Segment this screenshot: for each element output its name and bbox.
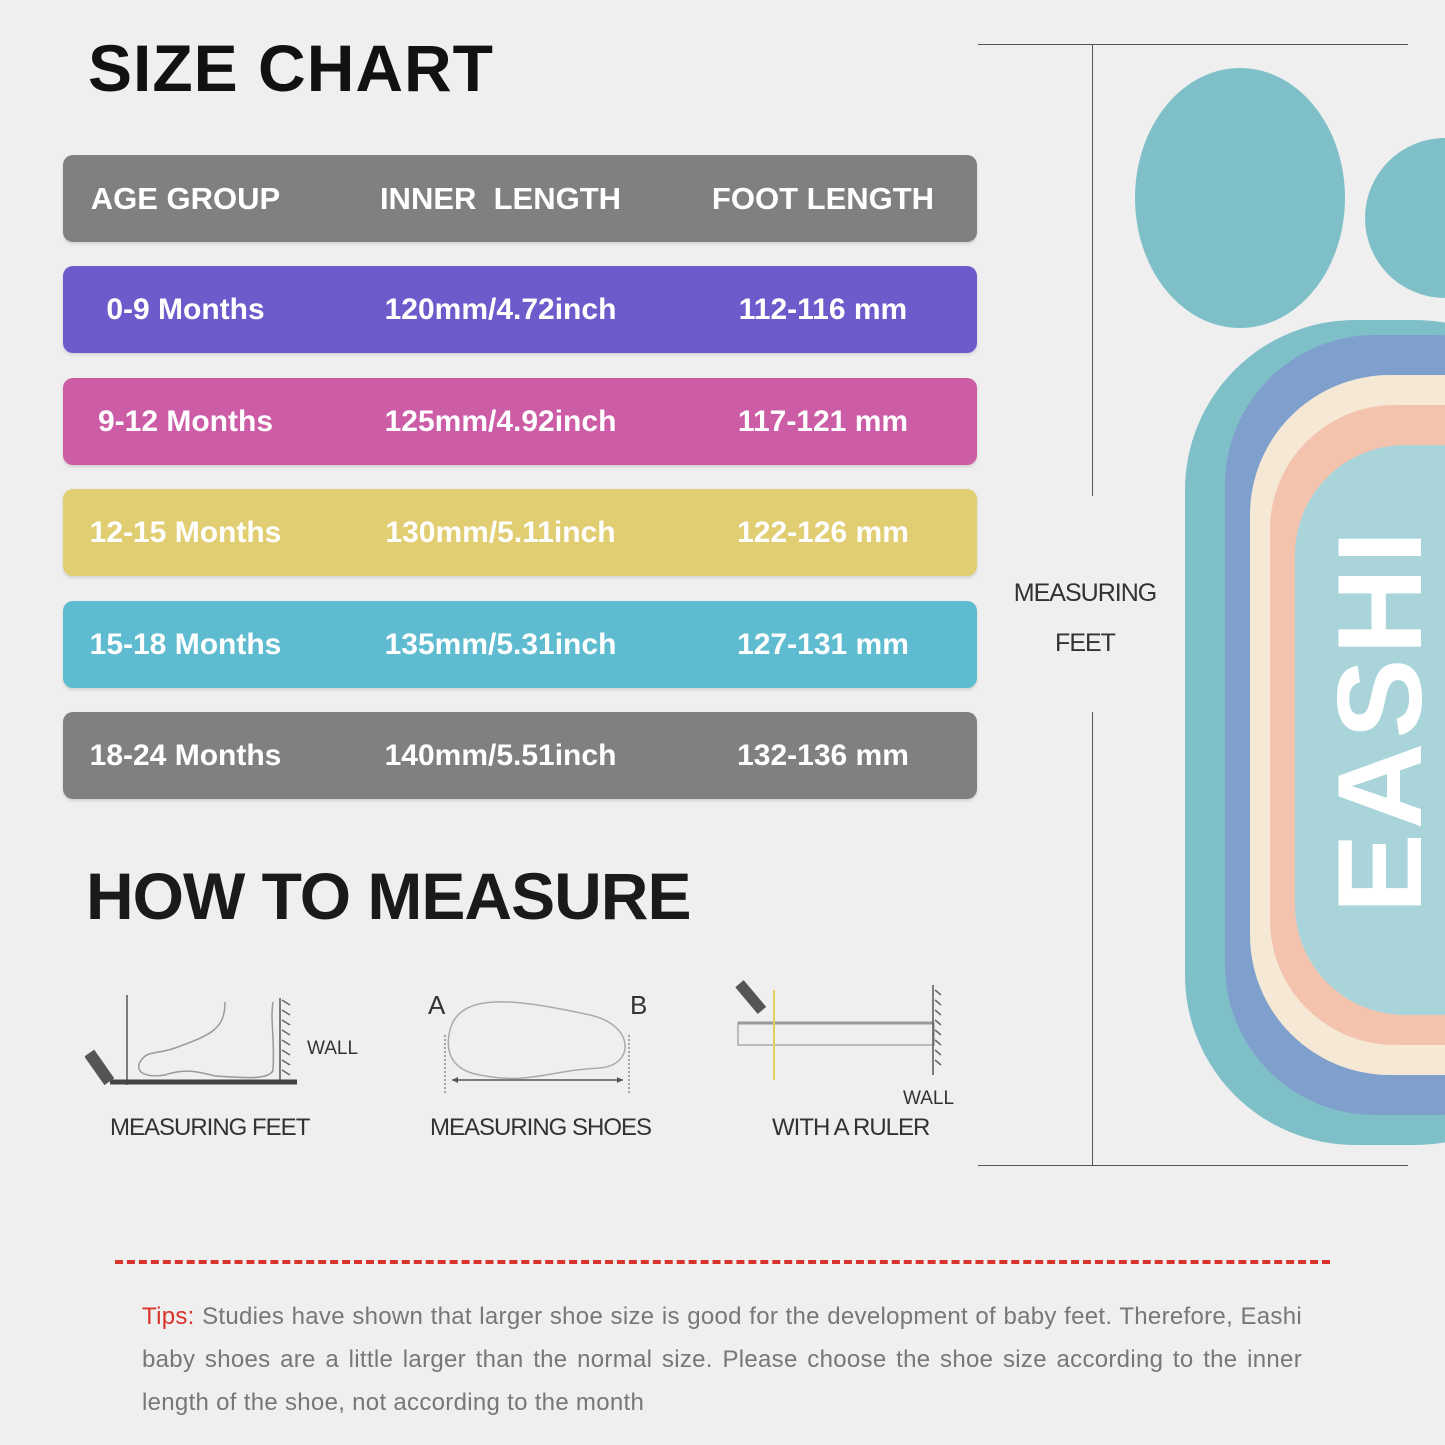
table-header: AGE GROUP INNER LENGTH FOOT LENGTH	[63, 155, 977, 242]
foot-length-cell: 132-136 mm	[737, 738, 909, 772]
foot-length-cell: 112-116 mm	[738, 292, 908, 326]
measuring-feet-illustration	[85, 995, 297, 1086]
brand-logo: EASHI	[1313, 526, 1445, 914]
point-b-label: B	[630, 990, 648, 1020]
vertical-dimension-line-bottom	[1092, 712, 1093, 1165]
age-cell: 18-24 Months	[89, 738, 282, 772]
vertical-dimension-line-top	[1092, 44, 1093, 496]
inner-length-cell: 140mm/5.51inch	[384, 738, 617, 772]
foot-length-cell: 117-121 mm	[737, 404, 909, 438]
top-dimension-line	[978, 44, 1408, 45]
dashed-divider	[115, 1260, 1330, 1264]
age-cell: 12-15 Months	[89, 515, 282, 549]
method-with-a-ruler: WITH A RULER	[772, 1114, 930, 1141]
header-age-group: AGE GROUP	[90, 180, 281, 216]
foot-length-cell: 122-126 mm	[737, 515, 909, 549]
inner-length-cell: 125mm/4.92inch	[384, 404, 617, 438]
age-cell: 0-9 Months	[106, 292, 265, 326]
tips-text: Tips: Studies have shown that larger sho…	[142, 1295, 1302, 1424]
measuring-label-line1: MEASURING	[1013, 579, 1157, 607]
foot-length-cell: 127-131 mm	[737, 627, 909, 661]
table-row: 0-9 Months 120mm/4.72inch 112-116 mm	[63, 266, 977, 353]
method-measuring-feet: MEASURING FEET	[110, 1114, 310, 1141]
age-cell: 15-18 Months	[89, 627, 282, 661]
measuring-feet-label: MEASURING FEET	[1005, 568, 1165, 668]
tips-label: Tips:	[142, 1303, 195, 1330]
wall-label-ruler: WALL	[903, 1088, 955, 1109]
method-measuring-shoes: MEASURING SHOES	[430, 1114, 652, 1141]
size-chart-title: SIZE CHART	[88, 31, 494, 105]
header-foot-length: FOOT LENGTH	[711, 180, 935, 216]
ruler-illustration	[735, 980, 942, 1080]
bottom-dimension-line	[978, 1165, 1408, 1166]
table-row: 18-24 Months 140mm/5.51inch 132-136 mm	[63, 712, 977, 799]
header-inner-length: INNER LENGTH	[379, 180, 622, 216]
table-row: 12-15 Months 130mm/5.11inch 122-126 mm	[63, 489, 977, 576]
how-to-measure-title: HOW TO MEASURE	[86, 859, 691, 933]
footprint-graphic	[1135, 68, 1445, 1145]
inner-length-cell: 120mm/4.72inch	[384, 292, 617, 326]
table-row: 15-18 Months 135mm/5.31inch 127-131 mm	[63, 601, 977, 688]
measuring-label-line2: FEET	[1055, 629, 1116, 657]
measuring-shoes-illustration	[444, 1001, 630, 1095]
inner-length-cell: 135mm/5.31inch	[384, 627, 617, 661]
wall-label-feet: WALL	[307, 1038, 359, 1059]
inner-length-cell: 130mm/5.11inch	[385, 515, 616, 549]
table-row: 9-12 Months 125mm/4.92inch 117-121 mm	[63, 378, 977, 465]
tips-body: Studies have shown that larger shoe size…	[142, 1303, 1302, 1416]
point-a-label: A	[428, 990, 446, 1020]
age-cell: 9-12 Months	[97, 404, 274, 438]
